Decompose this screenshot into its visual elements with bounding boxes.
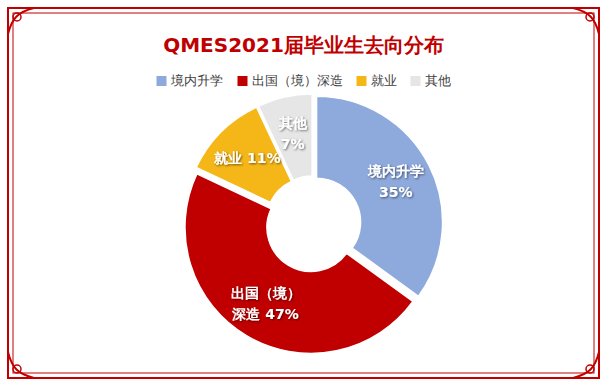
slice-label-part: 其他 xyxy=(278,115,308,131)
frame-ornament xyxy=(586,365,594,373)
chart: QMES2021届毕业生去向分布境内升学出国（境）深造就业其他境内升学35%出国… xyxy=(0,0,607,386)
slices xyxy=(185,94,443,353)
frame-ornament xyxy=(573,8,599,34)
legend-swatch xyxy=(238,76,248,86)
legend-item: 其他 xyxy=(411,73,451,88)
slice-label-part: 就业 xyxy=(213,150,242,166)
frame-ornament xyxy=(586,13,594,21)
legend-swatch xyxy=(157,76,167,86)
slice-label: 出国（境） 深造 47% xyxy=(231,285,301,322)
legend-label: 其他 xyxy=(425,73,451,88)
slice-label-part: 境内升学 xyxy=(367,163,424,179)
slice-label-part: 11% xyxy=(247,150,281,166)
slice-label-part: 47% xyxy=(265,306,299,322)
data-labels: 境内升学 35% 出国（境） 深造 47% 就业 11% 其他 7% xyxy=(213,115,424,323)
slice-label: 就业 11% xyxy=(213,150,280,166)
slice-label-part: 7% xyxy=(281,136,305,152)
legend-item: 境内升学 xyxy=(157,73,223,88)
slice xyxy=(258,94,312,180)
frame-ornament xyxy=(13,13,21,21)
frame-ornament xyxy=(8,8,34,34)
legend: 境内升学 出国（境）深造 就业 其他 xyxy=(157,73,451,88)
frame-ornament xyxy=(13,365,21,373)
frame-outer xyxy=(8,8,599,378)
slice-label-part: 出国（境） xyxy=(231,285,301,301)
slice-label-part: 35% xyxy=(379,184,413,200)
legend-label: 境内升学 xyxy=(170,73,223,88)
legend-label: 出国（境）深造 xyxy=(252,73,343,88)
frame-ornament xyxy=(573,352,599,378)
legend-swatch xyxy=(357,76,367,86)
frame-ornament xyxy=(8,352,34,378)
slice-label: 其他 7% xyxy=(278,115,308,152)
slice-label: 境内升学 35% xyxy=(367,163,424,200)
legend-swatch xyxy=(411,76,421,86)
frame-inner xyxy=(13,13,594,373)
frame xyxy=(8,8,599,378)
legend-item: 就业 xyxy=(357,73,397,88)
legend-label: 就业 xyxy=(371,73,397,88)
title: QMES2021届毕业生去向分布 xyxy=(163,33,444,57)
legend-item: 出国（境）深造 xyxy=(238,73,343,88)
slice xyxy=(185,174,413,354)
slice-label-part: 深造 xyxy=(231,306,261,322)
